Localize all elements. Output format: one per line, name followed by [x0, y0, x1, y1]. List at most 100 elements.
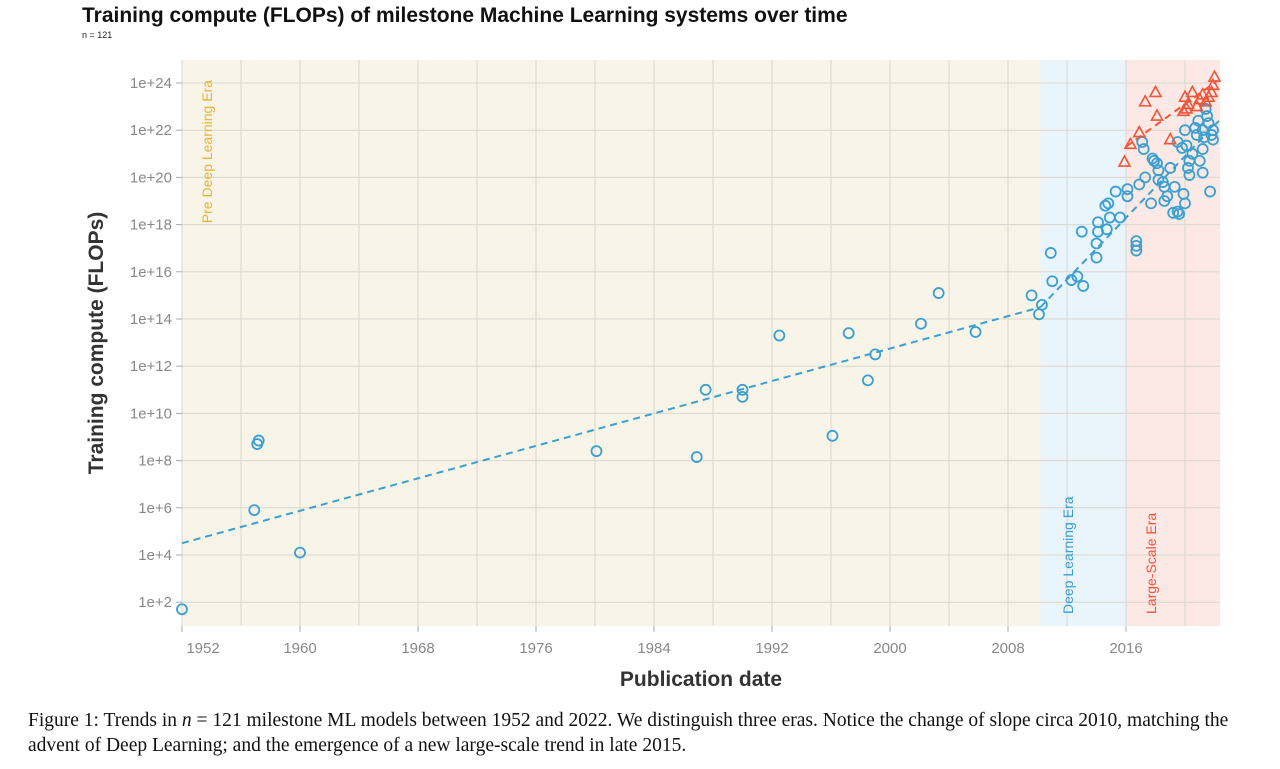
data-point: [699, 383, 712, 396]
data-point: [1121, 183, 1134, 196]
data-point: [1099, 199, 1112, 212]
data-point: [1090, 237, 1103, 250]
trend-line: [181, 306, 1041, 545]
data-point: [861, 374, 874, 387]
data-point: [1092, 216, 1104, 229]
data-point: [1130, 244, 1143, 257]
data-point-triangle: [1148, 84, 1163, 98]
data-point: [1121, 190, 1134, 203]
data-point: [1133, 178, 1146, 191]
data-point-triangle: [1206, 77, 1220, 91]
data-point: [1102, 197, 1115, 210]
data-point: [1071, 270, 1084, 283]
era-background: [1040, 60, 1126, 626]
data-point: [1036, 298, 1048, 311]
y-tick-label: 1e+16: [130, 264, 172, 281]
data-point: [1207, 124, 1219, 137]
caption-n: n: [181, 710, 192, 731]
data-point: [1204, 185, 1216, 198]
data-point: [1193, 154, 1206, 167]
y-tick-label: 1e+20: [130, 169, 172, 186]
x-tick-label: 2000: [873, 640, 906, 657]
x-tick-label: 1960: [283, 640, 316, 657]
data-point: [1090, 251, 1103, 264]
data-point-triangle: [1163, 131, 1178, 145]
y-tick-label: 1e+2: [138, 594, 172, 611]
data-point: [176, 603, 188, 616]
data-point: [1182, 162, 1194, 174]
y-tick-label: 1e+22: [130, 122, 172, 139]
data-point: [773, 329, 786, 342]
data-point: [1171, 205, 1184, 218]
data-point: [1065, 274, 1078, 286]
data-point: [1180, 139, 1193, 152]
data-point: [1189, 121, 1202, 134]
y-tick-label: 1e+8: [138, 453, 172, 470]
data-point: [1196, 166, 1209, 179]
data-point: [1046, 275, 1059, 288]
y-tick-label: 1e+4: [138, 547, 172, 564]
data-point-triangle: [1138, 94, 1153, 107]
chart-subtitle: n = 121: [82, 30, 113, 40]
data-point-triangle: [1185, 84, 1200, 98]
data-point: [1137, 143, 1150, 155]
data-point: [1075, 225, 1088, 238]
x-tick-label: 1968: [401, 640, 434, 657]
y-tick-label: 1e+18: [130, 217, 172, 234]
data-point: [826, 429, 839, 442]
figure-caption: Figure 1: Trends in n = 121 milestone ML…: [28, 708, 1268, 758]
x-tick-label: 2008: [991, 640, 1024, 657]
y-tick-label: 1e+6: [138, 500, 172, 517]
data-point: [1139, 171, 1152, 184]
x-tick-label: 2016: [1109, 640, 1142, 657]
data-point: [1044, 247, 1057, 259]
data-point: [252, 434, 265, 447]
y-tick-label: 1e+10: [130, 405, 172, 422]
data-point: [1196, 143, 1209, 155]
data-point: [1164, 162, 1177, 174]
data-point: [736, 383, 749, 396]
data-point: [1148, 154, 1160, 167]
y-tick-label: 1e+14: [130, 311, 172, 328]
x-tick-label: 1976: [519, 640, 552, 657]
data-point: [590, 445, 603, 458]
x-tick-label: 1992: [755, 640, 788, 657]
y-tick-label: 1e+12: [130, 358, 172, 375]
data-point: [1179, 197, 1191, 210]
data-point: [1183, 169, 1196, 181]
data-point-triangle: [1150, 108, 1164, 121]
data-point-triangle: [1176, 103, 1191, 117]
trend-line: [1125, 79, 1219, 148]
data-point: [690, 451, 703, 463]
data-point-triangle: [1117, 154, 1132, 167]
data-point: [1109, 185, 1122, 198]
y-axis-label: Training compute (FLOPs): [85, 212, 108, 475]
x-axis-label: Publication date: [620, 668, 782, 691]
data-point: [1168, 180, 1181, 193]
x-tick-label: 1984: [637, 640, 670, 657]
data-point: [1145, 197, 1157, 210]
data-point: [1100, 223, 1113, 236]
data-point: [1130, 239, 1143, 252]
era-label: Pre Deep Learning Era: [199, 80, 215, 223]
data-point: [1201, 110, 1214, 122]
data-point: [932, 287, 945, 299]
data-point: [915, 317, 927, 330]
data-point-triangle: [1179, 101, 1194, 114]
data-point: [736, 390, 749, 403]
data-point-triangle: [1192, 91, 1207, 105]
data-point-triangle: [1189, 98, 1204, 112]
data-point: [1077, 280, 1090, 292]
data-point: [1192, 114, 1205, 127]
x-tick-label: 1952: [186, 640, 219, 657]
data-point: [1158, 195, 1171, 207]
data-point: [1103, 211, 1116, 224]
data-point: [869, 348, 882, 361]
era-label: Deep Learning Era: [1060, 496, 1076, 614]
caption-rest: = 121 milestone ML models between 1952 a…: [28, 710, 1229, 756]
era-label: Large-Scale Era: [1143, 513, 1159, 614]
data-point: [1190, 129, 1203, 141]
scatter-chart: 1e+2 1e+4 1e+6 1e+8 1e+10 1e+12 1e+14 1e+16 1e+1…: [85, 60, 1222, 691]
data-point: [1173, 208, 1185, 220]
data-point: [248, 504, 261, 517]
